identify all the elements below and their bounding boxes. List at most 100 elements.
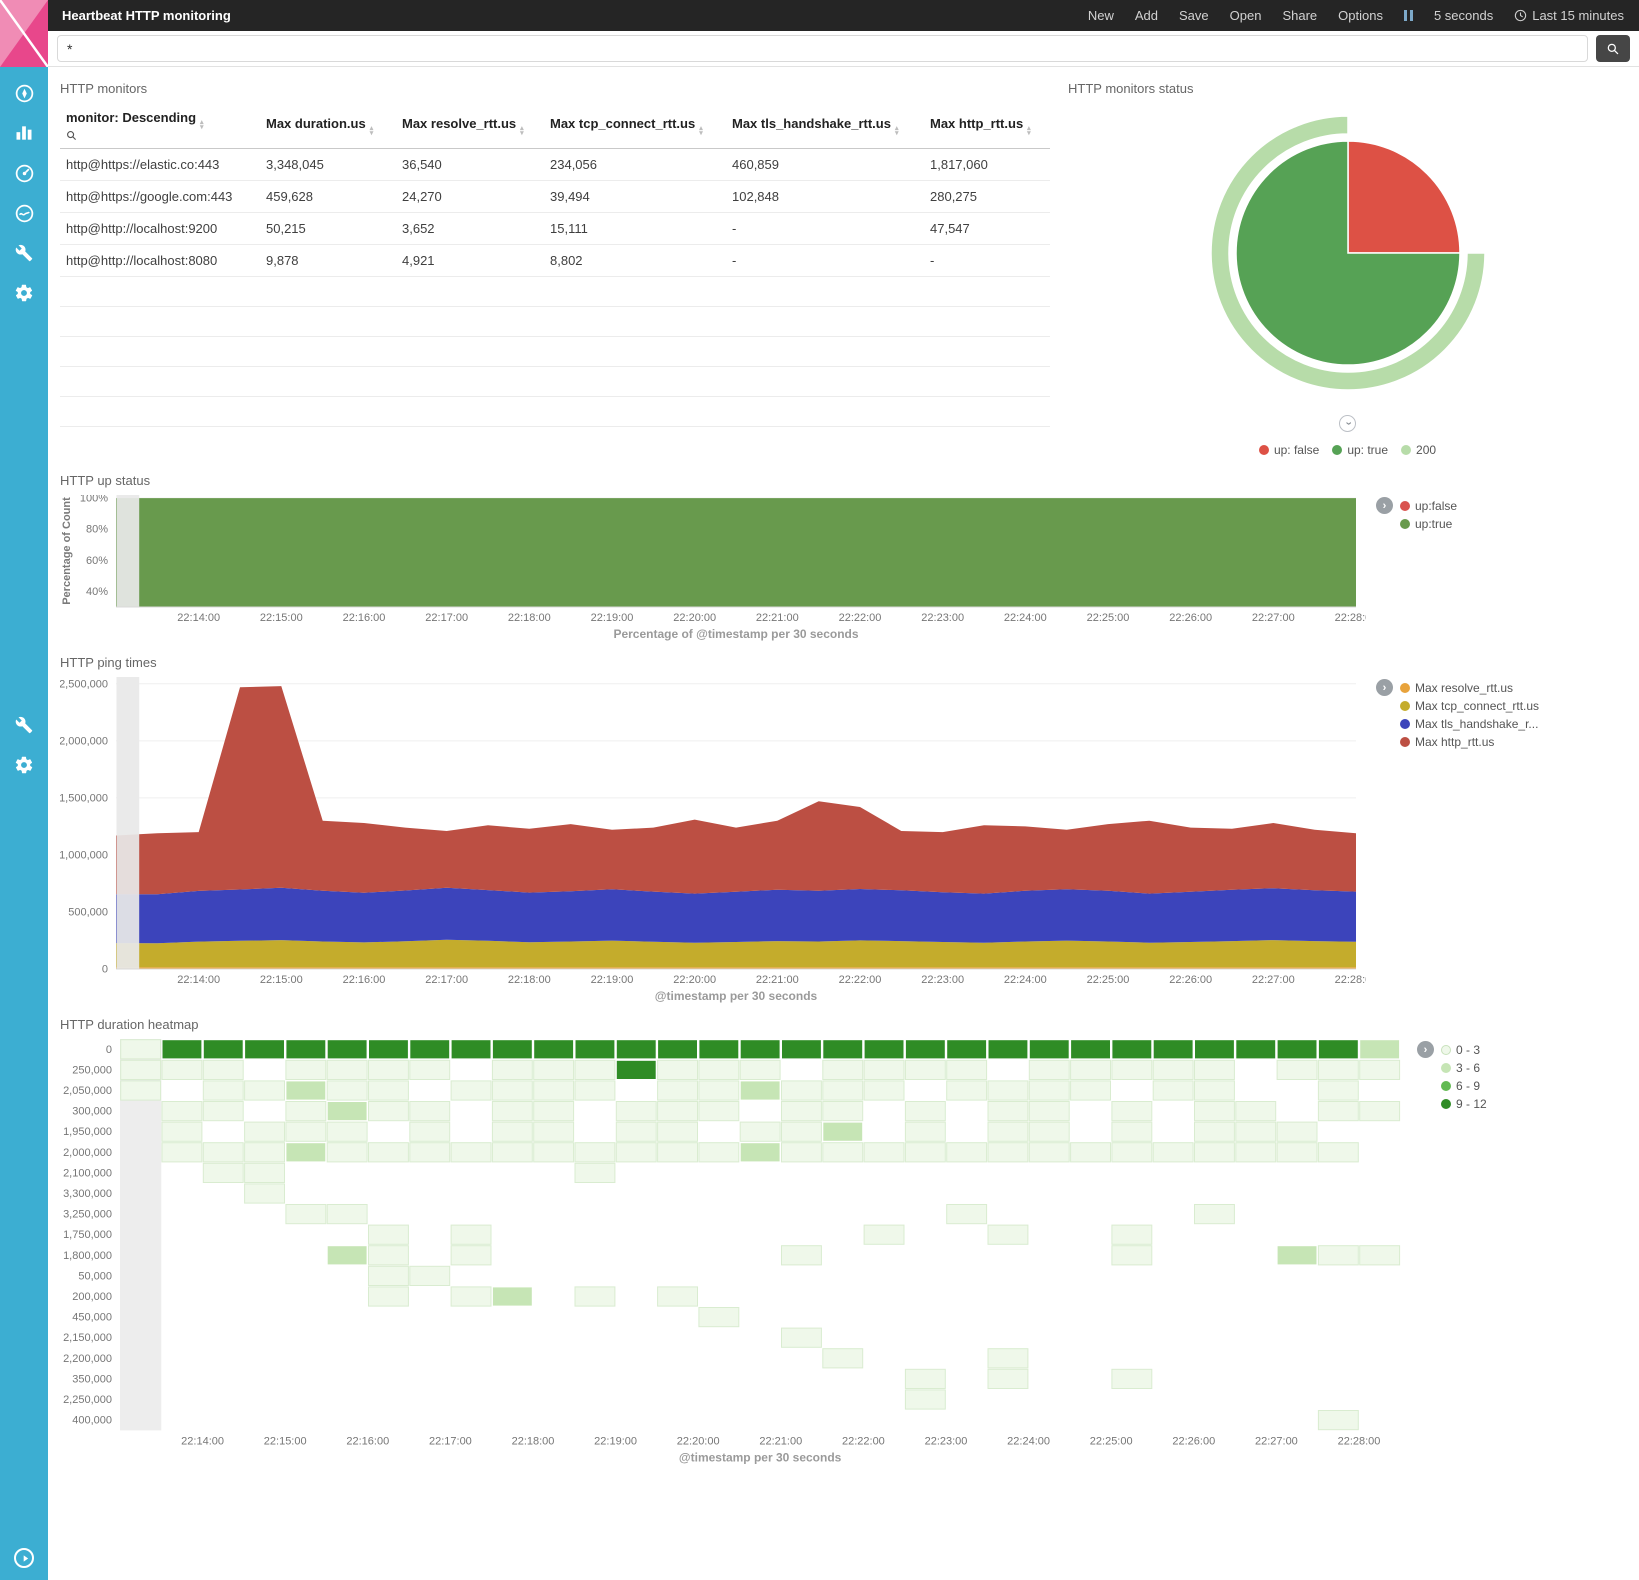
ping-times-chart: 0 500,000 1,000,000 1,500,000 2,000,000 2,500… <box>60 677 1366 1003</box>
legend-label: Max resolve_rtt.us <box>1415 681 1514 695</box>
column-header-max-tcp-connect-rtt-us[interactable]: Max tcp_connect_rtt.us ▴ ▾ <box>544 103 726 149</box>
table-cell: 9,878 <box>260 244 396 277</box>
pie-slice-up-false[interactable] <box>1346 140 1461 254</box>
legend-dot <box>1400 719 1410 729</box>
legend-item-0-3[interactable]: 0 - 3 <box>1441 1043 1487 1057</box>
svg-text:22:24:00: 22:24:00 <box>1004 612 1047 624</box>
svg-text:40%: 40% <box>86 586 108 598</box>
svg-text:50,000: 50,000 <box>78 1270 112 1282</box>
table-cell: 280,275 <box>924 180 1050 213</box>
column-header-monitor-descending[interactable]: monitor: Descending ▴ ▾ <box>60 103 260 149</box>
column-search-icon[interactable] <box>66 130 254 141</box>
svg-text:80%: 80% <box>86 524 108 536</box>
legend-label: Max http_rtt.us <box>1415 735 1495 749</box>
nav-save[interactable]: Save <box>1178 8 1209 23</box>
svg-text:3,250,000: 3,250,000 <box>63 1209 112 1221</box>
legend-toggle-icon[interactable]: › <box>1376 679 1393 696</box>
svg-text:400,000: 400,000 <box>72 1415 112 1427</box>
legend-item-3-6[interactable]: 3 - 6 <box>1441 1061 1487 1075</box>
svg-text:22:14:00: 22:14:00 <box>181 1435 224 1447</box>
legend-item-max-http-rtt-us[interactable]: Max http_rtt.us <box>1400 735 1539 749</box>
legend-item-6-9[interactable]: 6 - 9 <box>1441 1079 1487 1093</box>
search-input[interactable] <box>57 35 1588 62</box>
svg-text:22:24:00: 22:24:00 <box>1007 1435 1050 1447</box>
legend-item-up-false[interactable]: up: false <box>1258 443 1319 457</box>
svg-text:22:19:00: 22:19:00 <box>594 1435 637 1447</box>
app-sidebar <box>0 67 48 1580</box>
kibana-logo[interactable] <box>0 0 48 67</box>
legend-item-up-true[interactable]: up: true <box>1332 443 1388 457</box>
svg-text:22:14:00: 22:14:00 <box>177 612 220 624</box>
svg-text:22:15:00: 22:15:00 <box>260 612 303 624</box>
refresh-interval-button[interactable]: 5 seconds <box>1433 8 1494 23</box>
legend-item-max-resolve-rtt-us[interactable]: Max resolve_rtt.us <box>1400 681 1539 695</box>
table-row: http@http://localhost:9200 50,215 3,652 15,… <box>60 212 1050 245</box>
legend-toggle-icon[interactable]: › <box>1417 1041 1434 1058</box>
up-status-legend: › up:false up:true <box>1376 495 1457 533</box>
legend-item-up-true[interactable]: up:true <box>1400 517 1457 531</box>
legend-toggle-icon[interactable]: › <box>1376 497 1393 514</box>
area-series-max-http-rtt-us <box>116 686 1356 895</box>
table-cell: http@http://localhost:8080 <box>60 244 260 277</box>
plugin-gear-icon[interactable] <box>12 753 36 777</box>
empty-row <box>60 366 1050 397</box>
timelion-icon[interactable] <box>12 201 36 225</box>
panel-title: HTTP ping times <box>60 655 157 670</box>
search-button[interactable] <box>1596 35 1630 62</box>
legend-item-200[interactable]: 200 <box>1401 443 1436 457</box>
svg-text:2,000,000: 2,000,000 <box>60 735 108 747</box>
status-pie-chart[interactable] <box>1193 103 1503 403</box>
legend-item-max-tcp-connect-rtt-us[interactable]: Max tcp_connect_rtt.us <box>1400 699 1539 713</box>
nav-add[interactable]: Add <box>1134 8 1158 23</box>
legend-item-up-false[interactable]: up:false <box>1400 499 1457 513</box>
legend-dot <box>1258 445 1269 455</box>
dashboard-gauge-icon[interactable] <box>12 161 36 185</box>
pie-legend: up: false up: true 200 <box>1258 441 1436 459</box>
legend-item-9-12[interactable]: 9 - 12 <box>1441 1097 1487 1111</box>
table-cell: 234,056 <box>544 148 726 181</box>
nav-new[interactable]: New <box>1087 8 1114 23</box>
legend-label: Max tls_handshake_r... <box>1415 717 1539 731</box>
pause-button[interactable] <box>1403 10 1413 21</box>
legend-dot <box>1400 683 1410 693</box>
svg-text:22:21:00: 22:21:00 <box>756 612 799 624</box>
sort-icon: ▴ ▾ <box>699 124 703 137</box>
legend-item-max-tls-handshake-r[interactable]: Max tls_handshake_r... <box>1400 717 1539 731</box>
table-row: http@https://elastic.co:443 3,348,045 36,5… <box>60 148 1050 181</box>
timepicker-button[interactable]: Last 15 minutes <box>1514 8 1624 23</box>
legend-label: 3 - 6 <box>1456 1061 1481 1075</box>
legend-label: up: true <box>1347 443 1389 457</box>
visualize-barchart-icon[interactable] <box>12 121 36 145</box>
legend-dot <box>1441 1045 1451 1055</box>
svg-text:22:28:00: 22:28:00 <box>1338 1435 1381 1447</box>
plugin-wrench-icon[interactable] <box>12 713 36 737</box>
svg-text:22:18:00: 22:18:00 <box>508 612 551 624</box>
heatmap-grid[interactable] <box>120 1039 1401 1431</box>
dev-tools-wrench-icon[interactable] <box>12 241 36 265</box>
nav-options[interactable]: Options <box>1338 8 1383 23</box>
chevron-down-icon[interactable]: › <box>1339 415 1356 432</box>
column-header-max-http-rtt-us[interactable]: Max http_rtt.us ▴ ▾ <box>924 103 1050 149</box>
discover-compass-icon[interactable] <box>12 81 36 105</box>
sidebar-collapse-icon[interactable] <box>14 1548 34 1568</box>
svg-text:350,000: 350,000 <box>72 1373 112 1385</box>
column-header-max-duration-us[interactable]: Max duration.us ▴ ▾ <box>260 103 396 149</box>
nav-share[interactable]: Share <box>1282 8 1318 23</box>
management-gear-icon[interactable] <box>12 281 36 305</box>
ping-times-legend: › Max resolve_rtt.us Max tcp_connect_rtt.… <box>1376 677 1539 751</box>
pie-ring-200[interactable] <box>1209 115 1486 391</box>
topnav: New Add Save Open Share Options 5 seconds Las… <box>1088 8 1639 23</box>
nav-open[interactable]: Open <box>1229 8 1262 23</box>
column-header-max-resolve-rtt-us[interactable]: Max resolve_rtt.us ▴ ▾ <box>396 103 544 149</box>
legend-dot <box>1332 445 1343 455</box>
pie-slice-up-true[interactable] <box>1234 140 1461 366</box>
dashboard-grid: HTTP monitors monitor: Descending ▴ ▾ Max d… <box>48 67 1639 1580</box>
svg-text:22:19:00: 22:19:00 <box>591 612 634 624</box>
status-pie-wrap: › up: false up: true 200 <box>1068 103 1627 459</box>
table-cell: - <box>726 212 924 245</box>
column-label: Max http_rtt.us <box>930 115 1024 131</box>
svg-text:22:21:00: 22:21:00 <box>756 974 799 986</box>
svg-text:22:16:00: 22:16:00 <box>343 974 386 986</box>
svg-text:22:28:00: 22:28:00 <box>1335 974 1366 986</box>
column-header-max-tls-handshake-rtt-us[interactable]: Max tls_handshake_rtt.us ▴ ▾ <box>726 103 924 149</box>
